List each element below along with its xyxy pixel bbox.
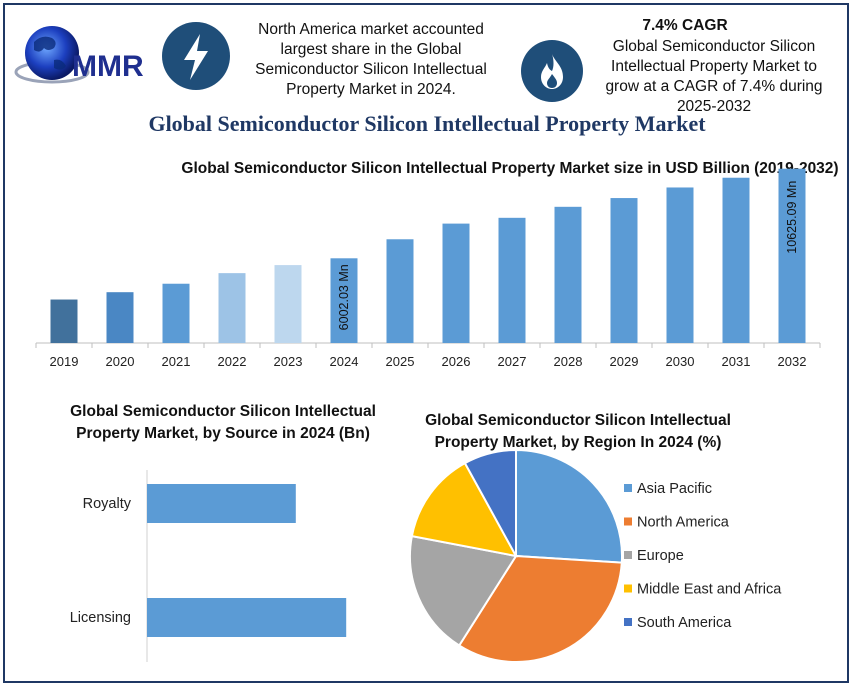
bar-2020: [106, 292, 134, 343]
bar-2029: [610, 198, 638, 343]
bar-2032: [778, 168, 806, 343]
lightning-bolt-icon: [162, 22, 230, 90]
legend-label: South America: [637, 615, 732, 631]
bar-2031: [722, 177, 750, 343]
pie-slice-asia-pacific: [515, 448, 623, 564]
x-tick-label: 2031: [722, 354, 751, 369]
x-tick-label: 2024: [330, 354, 359, 369]
outer-frame: [3, 3, 849, 683]
market-size-bar-chart: 2019 2020 2021 2022 2023 2024 2025 2026 2027 2028…: [35, 168, 821, 369]
bar-2028: [554, 206, 582, 343]
bar-2025: [386, 239, 414, 343]
cagr-note: Global Semiconductor Silicon Intellectua…: [605, 38, 823, 115]
category-label: Royalty: [83, 496, 132, 512]
pie-slice-middle-east-and-africa: [410, 461, 518, 558]
bar-licensing: [147, 598, 347, 637]
x-tick-label: 2029: [610, 354, 639, 369]
legend-label: North America: [637, 515, 730, 531]
x-tick-label: 2032: [778, 354, 807, 369]
x-tick-label: 2027: [498, 354, 527, 369]
region-pie-chart: Asia Pacific North America Europe Middle Ea…: [409, 448, 782, 663]
category-label: Licensing: [70, 610, 131, 626]
legend-swatch: [624, 551, 632, 559]
bar-2027: [498, 217, 526, 343]
x-tick-label: 2019: [50, 354, 79, 369]
region-chart-title: Global Semiconductor Silicon Intellectua…: [425, 412, 731, 451]
x-tick-label: 2030: [666, 354, 695, 369]
x-tick-label: 2021: [162, 354, 191, 369]
legend-label: Middle East and Africa: [637, 582, 782, 598]
bar-2023: [274, 265, 302, 343]
source-bar-chart: Royalty Licensing: [70, 470, 347, 662]
main-title: Global Semiconductor Silicon Intellectua…: [148, 111, 706, 136]
legend-label: Europe: [637, 548, 684, 564]
bar-2030: [666, 187, 694, 343]
x-tick-label: 2023: [274, 354, 303, 369]
bar-2019: [50, 299, 78, 343]
x-tick-label: 2026: [442, 354, 471, 369]
flame-icon: [521, 40, 583, 102]
bar-2022: [218, 273, 246, 343]
x-tick-label: 2022: [218, 354, 247, 369]
logo-text: MMR: [72, 50, 144, 83]
bar-2024: [330, 258, 358, 343]
legend-swatch: [624, 517, 632, 526]
pie-slice-europe: [409, 534, 518, 647]
bar-2026: [442, 223, 470, 343]
x-tick-label: 2028: [554, 354, 583, 369]
x-tick-label: 2025: [386, 354, 415, 369]
bar-royalty: [147, 484, 296, 523]
mmr-logo: MMR: [14, 20, 160, 92]
region-share-note: North America market accounted largest s…: [255, 21, 487, 98]
cagr-title: 7.4% CAGR: [642, 17, 728, 34]
legend-swatch: [624, 584, 632, 593]
legend-swatch: [624, 618, 632, 626]
data-label: 6002.03 Mn: [337, 264, 351, 330]
pie-slice-south-america: [463, 448, 517, 557]
legend-label: Asia Pacific: [637, 481, 712, 497]
data-label: 10625.09 Mn: [785, 181, 799, 254]
source-chart-title: Global Semiconductor Silicon Intellectua…: [70, 403, 376, 442]
legend-swatch: [624, 484, 632, 492]
size-chart-title: Global Semiconductor Silicon Intellectua…: [181, 160, 839, 177]
x-tick-label: 2020: [106, 354, 135, 369]
bar-2021: [162, 283, 190, 343]
